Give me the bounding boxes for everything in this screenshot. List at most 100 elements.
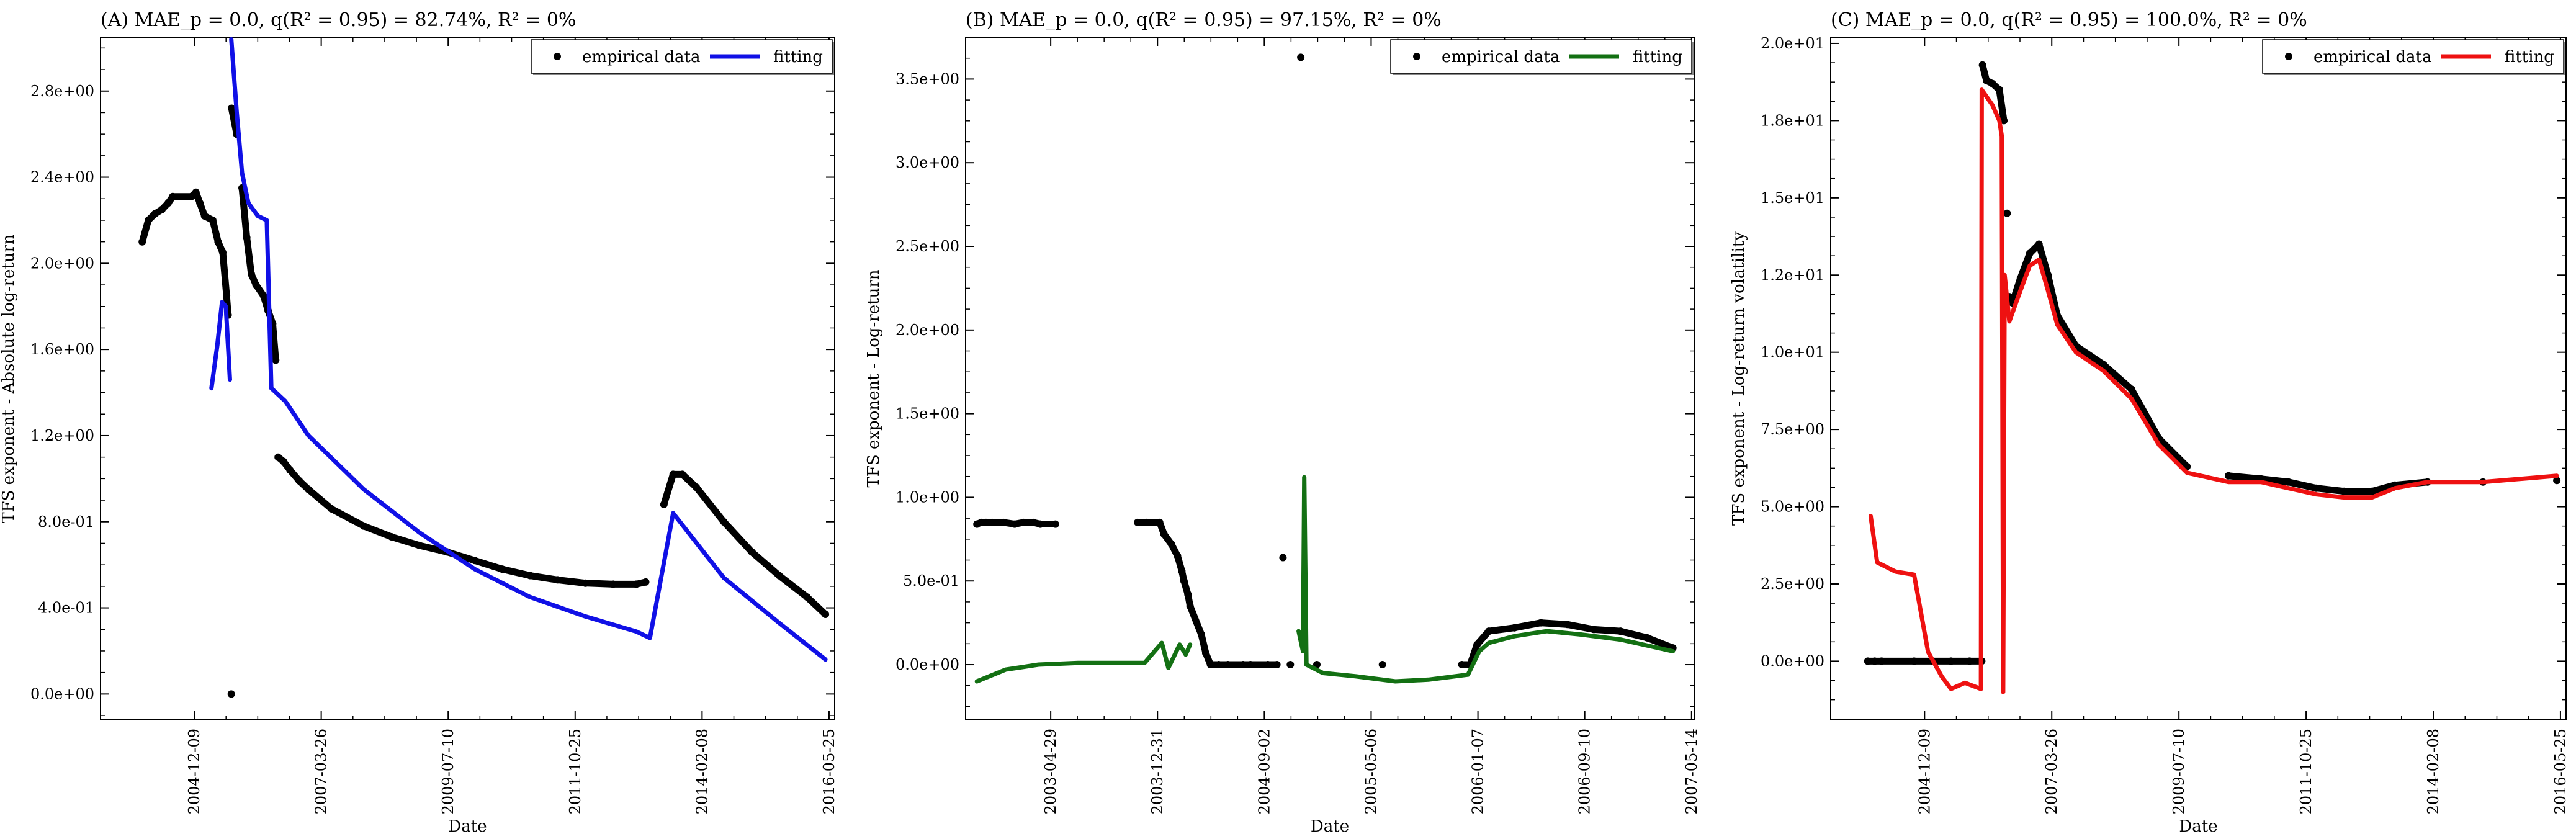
x-tick-label: 2006-09-10 (1576, 729, 1594, 814)
empirical-data-run (748, 548, 783, 580)
x-tick-label: 2014-02-08 (693, 729, 711, 814)
y-tick-label: 2.5e+00 (1761, 575, 1824, 593)
legend-box (1390, 39, 1692, 74)
y-tick-label: 1.8e+01 (1761, 112, 1824, 129)
plot-frame (965, 37, 1695, 720)
plot-area (973, 53, 1677, 684)
empirical-data-run (2128, 385, 2163, 442)
empirical-data-run (2100, 361, 2135, 393)
empirical-data-run (416, 542, 451, 555)
empirical-data-point (1286, 661, 1295, 668)
x-axis-label: Date (1311, 817, 1349, 836)
y-axis-label: TFS exponent - Log-return (864, 269, 883, 487)
legend: empirical data fitting (531, 39, 834, 75)
empirical-data-point (1279, 554, 1287, 562)
y-tick-label: 8.0e-01 (38, 513, 94, 531)
empirical-data-run (804, 593, 829, 618)
y-tick-label: 5.0e+00 (1761, 498, 1824, 516)
empirical-data-run (228, 105, 240, 138)
y-tick-label: 1.5e+01 (1761, 189, 1824, 207)
empirical-data-run (660, 470, 677, 508)
y-tick-label: 0.0e+00 (30, 685, 94, 702)
x-axis-label: Date (2179, 817, 2217, 836)
y-tick-label: 3.5e+00 (895, 70, 959, 87)
empirical-data-run (2009, 274, 2024, 307)
empirical-data-run (2072, 343, 2107, 369)
y-tick-label: 1.0e+00 (895, 488, 959, 506)
empirical-data-point (1313, 661, 1321, 668)
legend-box (531, 39, 833, 74)
y-tick-label: 1.6e+00 (30, 341, 94, 358)
empirical-data-point (1378, 661, 1386, 668)
empirical-data-run (498, 565, 534, 580)
x-tick-label: 2006-01-07 (1470, 729, 1487, 814)
legend-box (2262, 39, 2564, 74)
chart-panel-1: (B) MAE_p = 0.0, q(R² = 0.95) = 97.15%, … (864, 9, 1700, 836)
y-tick-label: 1.2e+01 (1761, 266, 1824, 284)
empirical-data-point (1297, 53, 1305, 61)
fitting-series-line (1296, 475, 1676, 684)
empirical-data-run (219, 249, 230, 299)
empirical-data-run (2053, 312, 2080, 350)
x-tick-label: 2009-07-10 (439, 729, 457, 814)
empirical-data-run (1643, 634, 1677, 652)
empirical-data-point (2553, 477, 2561, 485)
y-tick-label: 3.0e+00 (895, 154, 959, 171)
legend-marker-empirical (554, 53, 561, 60)
chart-title: (A) MAE_p = 0.0, q(R² = 0.95) = 82.74%, … (101, 9, 576, 31)
empirical-data-run (238, 184, 251, 241)
legend-label-empirical: empirical data (2313, 48, 2431, 66)
fitting-series-line (1868, 87, 2559, 694)
empirical-data-run (1617, 627, 1651, 642)
x-tick-label: 2007-03-26 (2043, 729, 2060, 814)
x-tick-label: 2005-05-06 (1362, 729, 1380, 814)
empirical-data-run (2368, 482, 2399, 495)
y-axis-label: TFS exponent - Absolute log-return (0, 234, 18, 523)
legend-label-fitting: fitting (1633, 48, 1682, 66)
empirical-data-run (1466, 641, 1481, 668)
y-tick-label: 4.0e-01 (38, 599, 94, 617)
x-tick-label: 2011-10-25 (2297, 729, 2315, 814)
empirical-data-run (2044, 271, 2061, 319)
plot-area (1864, 61, 2561, 694)
legend-label-fitting: fitting (773, 48, 823, 66)
x-tick-label: 2003-04-29 (1042, 729, 1059, 814)
empirical-data-run (693, 483, 727, 526)
y-tick-label: 5.0e-01 (903, 572, 959, 590)
empirical-data-run (360, 523, 395, 541)
empirical-data-run (2017, 249, 2034, 282)
empirical-data-run (2035, 240, 2052, 279)
legend-marker-empirical (2285, 53, 2292, 60)
empirical-data-run (138, 217, 152, 246)
x-tick-label: 2004-09-02 (1255, 729, 1273, 814)
empirical-data-run (526, 572, 561, 583)
x-tick-label: 2007-03-26 (313, 729, 330, 814)
x-tick-label: 2003-12-31 (1149, 729, 1166, 814)
empirical-data-run (776, 572, 811, 601)
chart-title: (C) MAE_p = 0.0, q(R² = 0.95) = 100.0%, … (1831, 9, 2307, 31)
legend: empirical data fitting (2262, 39, 2565, 75)
legend-marker-empirical (1413, 53, 1420, 60)
y-tick-label: 1.5e+00 (895, 405, 959, 423)
empirical-data-run (2225, 472, 2264, 483)
chart-title: (B) MAE_p = 0.0, q(R² = 0.95) = 97.15%, … (966, 9, 1442, 31)
empirical-data-run (1996, 86, 2008, 124)
x-tick-label: 2004-12-09 (1916, 729, 1933, 814)
plot-frame (100, 37, 835, 720)
y-tick-label: 2.5e+00 (895, 238, 959, 255)
y-tick-label: 1.2e+00 (30, 427, 94, 444)
y-tick-label: 2.8e+00 (30, 83, 94, 100)
x-tick-label: 2011-10-25 (567, 729, 584, 814)
legend-label-empirical: empirical data (582, 48, 700, 66)
empirical-data-run (328, 505, 367, 530)
empirical-data-run (1564, 621, 1597, 633)
empirical-data-run (2313, 485, 2348, 495)
empirical-data-run (388, 533, 423, 549)
fitting-series-line (209, 300, 232, 391)
fitting-series-line (229, 37, 828, 662)
empirical-data-run (243, 234, 255, 278)
empirical-data-run (209, 217, 222, 246)
fitting-series-line (974, 640, 1193, 684)
empirical-data-run (1485, 624, 1518, 635)
legend-label-empirical: empirical data (1442, 48, 1560, 66)
